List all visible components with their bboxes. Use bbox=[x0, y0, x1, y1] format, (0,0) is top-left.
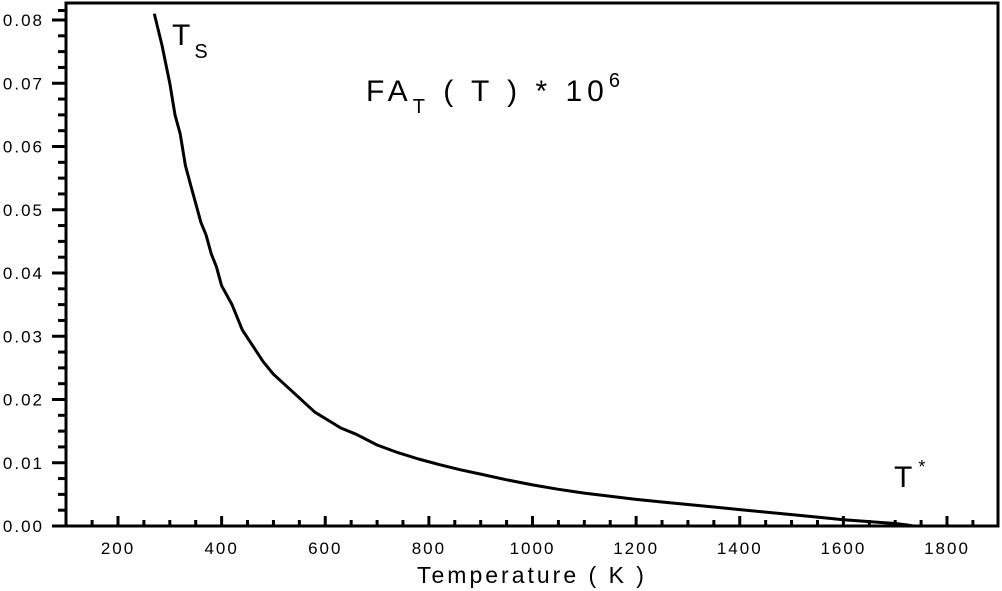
x-tick-label: 800 bbox=[412, 539, 446, 558]
title-sup: 6 bbox=[609, 70, 625, 92]
x-tick-label: 1800 bbox=[924, 539, 970, 558]
series-layer bbox=[152, 13, 914, 528]
title-main: FA bbox=[366, 75, 413, 108]
chart-title: FAT ( T ) * 106 bbox=[366, 70, 625, 118]
y-tick-label: 0.02 bbox=[3, 391, 44, 410]
y-tick-label: 0.03 bbox=[3, 327, 44, 346]
annotation-tstar-sup: * bbox=[918, 457, 925, 477]
annotation-ts-main: T bbox=[172, 19, 190, 52]
y-tick-label: 0.05 bbox=[3, 201, 44, 220]
x-axis: 200 400 600 800 1000 1200 1400 1600 1800 bbox=[90, 516, 975, 558]
y-tick-label: 0.00 bbox=[3, 517, 44, 536]
x-tick-label: 200 bbox=[101, 539, 135, 558]
x-axis-title: Temperature ( K ) bbox=[417, 562, 647, 588]
title-rest: ( T ) * 10 bbox=[430, 75, 609, 108]
x-tick-label: 1000 bbox=[510, 539, 556, 558]
x-tick-label: 600 bbox=[308, 539, 342, 558]
y-tick-label: 0.07 bbox=[3, 74, 44, 93]
annotation-ts-sub: S bbox=[194, 41, 207, 63]
y-tick-label: 0.04 bbox=[3, 264, 44, 283]
data-series-line bbox=[152, 13, 914, 528]
annotation-tstar: T * bbox=[894, 457, 925, 494]
y-tick-label: 0.06 bbox=[3, 138, 44, 157]
y-tick-label: 0.01 bbox=[3, 454, 44, 473]
x-tick-label: 1400 bbox=[717, 539, 763, 558]
title-sub: T bbox=[413, 96, 430, 118]
y-tick-label: 0.08 bbox=[3, 11, 44, 30]
x-tick-label: 1200 bbox=[613, 539, 659, 558]
x-tick-label: 400 bbox=[204, 539, 238, 558]
annotation-tstar-main: T bbox=[894, 461, 912, 494]
y-axis: 0.00 0.01 0.02 0.03 0.04 0.05 0.06 0.07 0.08 bbox=[3, 9, 66, 536]
x-tick-label: 1600 bbox=[820, 539, 866, 558]
